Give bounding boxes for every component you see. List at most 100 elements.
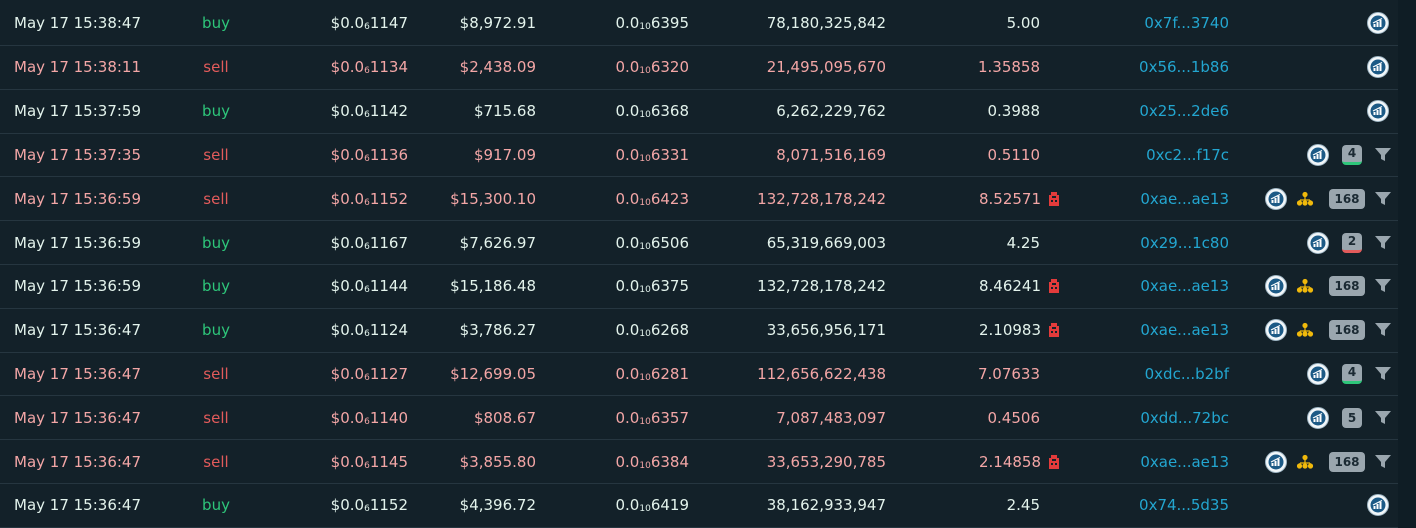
trade-total-usd: $4,396.72	[459, 496, 536, 515]
trade-price-usd: $0.0 6 1127	[330, 364, 408, 383]
maker-address-link[interactable]: 0xae...ae13	[1140, 321, 1229, 340]
trade-time: May 17 15:36:47	[14, 496, 142, 515]
trade-row[interactable]: May 17 15:36:59 buy $0.0 6 1144 $15,186.48…	[0, 264, 1398, 309]
filter-funnel-icon[interactable]	[1375, 279, 1391, 293]
chart-logo-icon[interactable]	[1307, 406, 1329, 429]
trade-token-amount: 65,319,669,003	[766, 233, 886, 252]
trade-row[interactable]: May 17 15:36:47 buy $0.0 6 1124 $3,786.27 …	[0, 308, 1398, 353]
chart-logo-icon[interactable]	[1265, 187, 1287, 210]
maker-tx-count-badge[interactable]: 5	[1342, 407, 1362, 428]
trade-native-amount: 8.46241	[979, 265, 1059, 308]
maker-tx-count-badge[interactable]: 168	[1329, 276, 1365, 297]
cluster-nodes-icon[interactable]	[1296, 322, 1314, 338]
filter-funnel-icon[interactable]	[1375, 410, 1391, 425]
trade-row[interactable]: May 17 15:38:11 sell $0.0 6 1134 $2,438.09…	[0, 46, 1398, 90]
filter-funnel-icon[interactable]	[1375, 454, 1391, 469]
chart-logo-icon[interactable]	[1265, 319, 1287, 342]
maker-address-link[interactable]: 0xdc...b2bf	[1144, 364, 1229, 383]
maker-tx-count-badge[interactable]: 168	[1329, 451, 1365, 472]
trade-price-native: 0.0 10 6368	[615, 102, 690, 121]
trade-total-usd: $715.68	[473, 102, 536, 121]
trade-type: sell	[203, 189, 229, 208]
trade-price-native: 0.0 10 6331	[615, 145, 690, 164]
filter-funnel-icon[interactable]	[1375, 147, 1391, 162]
chart-logo-icon[interactable]	[1307, 143, 1329, 166]
trade-total-usd: $8,972.91	[459, 13, 536, 32]
trade-row[interactable]: May 17 15:38:47 buy $0.0 6 1147 $8,972.91 …	[0, 0, 1398, 46]
trade-time: May 17 15:36:47	[14, 452, 142, 471]
chart-logo-icon[interactable]	[1265, 275, 1287, 298]
trade-row[interactable]: May 17 15:36:47 sell $0.0 6 1140 $808.67 0…	[0, 396, 1398, 441]
filter-funnel-icon[interactable]	[1375, 235, 1391, 250]
chart-logo-icon[interactable]	[1367, 56, 1389, 79]
trade-row[interactable]: May 17 15:37:35 sell $0.0 6 1136 $917.09 0…	[0, 133, 1398, 178]
chart-logo-icon[interactable]	[1367, 494, 1389, 517]
trade-total-usd: $12,699.05	[450, 364, 536, 383]
maker-address-link[interactable]: 0xae...ae13	[1140, 277, 1229, 296]
filter-funnel-icon[interactable]	[1375, 191, 1391, 206]
trade-token-amount: 33,656,956,171	[766, 321, 886, 340]
trade-price-usd: $0.0 6 1134	[330, 58, 408, 77]
maker-address-link[interactable]: 0xae...ae13	[1140, 189, 1229, 208]
trade-native-amount: 0.5110	[987, 145, 1041, 164]
cluster-nodes-icon[interactable]	[1296, 191, 1314, 207]
chart-logo-icon[interactable]	[1265, 450, 1287, 473]
maker-address-link[interactable]: 0xdd...72bc	[1140, 408, 1229, 427]
chart-logo-icon[interactable]	[1307, 231, 1329, 254]
trade-price-native: 0.0 10 6384	[615, 452, 690, 471]
filter-funnel-icon[interactable]	[1375, 366, 1391, 381]
maker-address-link[interactable]: 0x29...1c80	[1140, 233, 1229, 252]
trade-actions	[1262, 90, 1392, 133]
trade-total-usd: $3,786.27	[459, 321, 536, 340]
trade-row[interactable]: May 17 15:36:47 buy $0.0 6 1152 $4,396.72 …	[0, 483, 1398, 528]
trade-token-amount: 112,656,622,438	[757, 364, 886, 383]
maker-address-link[interactable]: 0xae...ae13	[1140, 452, 1229, 471]
maker-address-link[interactable]: 0x25...2de6	[1139, 102, 1229, 121]
filter-funnel-icon[interactable]	[1375, 323, 1391, 337]
maker-tx-count-badge[interactable]: 2	[1342, 232, 1362, 253]
trade-actions	[1262, 0, 1392, 45]
trade-token-amount: 6,262,229,762	[776, 102, 886, 121]
trade-actions: 168	[1262, 440, 1392, 483]
trade-native-amount: 7.07633	[977, 364, 1040, 383]
trade-price-native: 0.0 10 6268	[615, 321, 690, 340]
trade-total-usd: $917.09	[473, 145, 536, 164]
trade-total-usd: $2,438.09	[459, 58, 536, 77]
trade-native-amount: 2.14858	[979, 440, 1059, 483]
trade-row[interactable]: May 17 15:36:59 buy $0.0 6 1167 $7,626.97 …	[0, 221, 1398, 265]
trade-price-usd: $0.0 6 1152	[330, 189, 408, 208]
trade-row[interactable]: May 17 15:36:47 sell $0.0 6 1145 $3,855.80…	[0, 440, 1398, 484]
maker-address-link[interactable]: 0x74...5d35	[1139, 496, 1229, 515]
trade-token-amount: 78,180,325,842	[766, 13, 886, 32]
chart-logo-icon[interactable]	[1367, 11, 1389, 34]
cluster-nodes-icon[interactable]	[1296, 454, 1314, 470]
maker-tx-count-badge[interactable]: 4	[1342, 144, 1362, 165]
trade-token-amount: 132,728,178,242	[757, 189, 886, 208]
trade-type: sell	[203, 452, 229, 471]
trade-actions	[1262, 46, 1392, 89]
trade-row[interactable]: May 17 15:37:59 buy $0.0 6 1142 $715.68 0.…	[0, 89, 1398, 134]
chart-logo-icon[interactable]	[1307, 362, 1329, 385]
trade-time: May 17 15:36:47	[14, 321, 142, 340]
trade-row[interactable]: May 17 15:36:59 sell $0.0 6 1152 $15,300.1…	[0, 177, 1398, 222]
trade-price-usd: $0.0 6 1144	[330, 277, 408, 296]
trade-row[interactable]: May 17 15:36:47 sell $0.0 6 1127 $12,699.0…	[0, 352, 1398, 397]
trade-price-usd: $0.0 6 1140	[330, 408, 408, 427]
maker-address-link[interactable]: 0x7f...3740	[1144, 13, 1229, 32]
trade-token-amount: 33,653,290,785	[766, 452, 886, 471]
trade-type: buy	[202, 321, 230, 340]
trade-type: buy	[202, 102, 230, 121]
trade-price-native: 0.0 10 6506	[615, 233, 690, 252]
cluster-nodes-icon[interactable]	[1296, 278, 1314, 294]
maker-address-link[interactable]: 0xc2...f17c	[1146, 145, 1229, 164]
trade-token-amount: 7,087,483,097	[776, 408, 886, 427]
trade-type: sell	[203, 58, 229, 77]
maker-tx-count-badge[interactable]: 4	[1342, 363, 1362, 384]
trade-total-usd: $808.67	[473, 408, 536, 427]
maker-tx-count-badge[interactable]: 168	[1329, 188, 1365, 209]
trade-token-amount: 132,728,178,242	[757, 277, 886, 296]
chart-logo-icon[interactable]	[1367, 100, 1389, 123]
maker-address-link[interactable]: 0x56...1b86	[1139, 58, 1229, 77]
trade-token-amount: 21,495,095,670	[766, 58, 886, 77]
maker-tx-count-badge[interactable]: 168	[1329, 320, 1365, 341]
